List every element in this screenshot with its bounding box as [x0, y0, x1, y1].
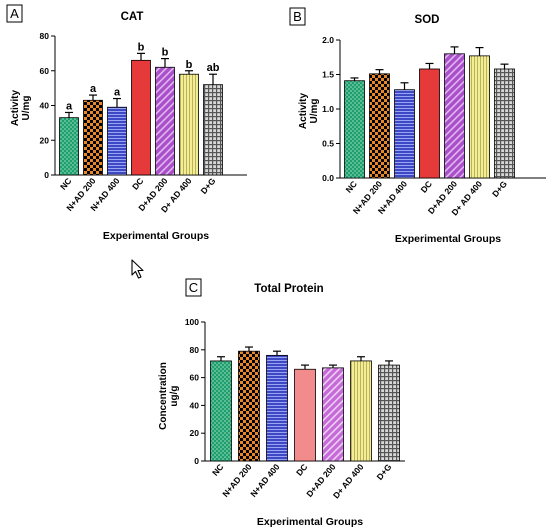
- x-tick-label: D+G: [490, 179, 509, 199]
- bar-dc: [420, 69, 440, 178]
- mouse-pointer-icon: [131, 259, 145, 279]
- y-axis-label-line1: Activity: [298, 93, 309, 130]
- bar-nc: [345, 81, 365, 178]
- y-tick-label: 20: [190, 428, 200, 438]
- x-tick-label: N+AD 400: [248, 462, 281, 499]
- y-axis-label-line1: Concentration: [158, 362, 169, 430]
- y-tick-label: 0: [44, 170, 49, 180]
- y-tick-label: 0: [194, 456, 199, 466]
- bar-d-ad-200: [445, 54, 465, 178]
- y-axis-label-line2: U/mg: [21, 96, 32, 121]
- bar-n-ad-200: [370, 74, 390, 178]
- bar-n-ad-200: [84, 100, 103, 175]
- bar-d-ad-200: [156, 67, 175, 175]
- bar-nc: [60, 118, 79, 175]
- significance-letter: a: [66, 100, 73, 112]
- y-tick-label: 40: [40, 101, 50, 111]
- y-tick-label: 40: [190, 400, 200, 410]
- bar-n-ad-400: [267, 355, 288, 461]
- y-tick-label: 60: [40, 66, 50, 76]
- y-axis-label: ActivityU/mg: [10, 90, 32, 127]
- bar-d-g: [379, 365, 400, 461]
- bar-n-ad-200: [239, 351, 260, 461]
- y-tick-label: 80: [40, 31, 50, 41]
- x-tick-label: NC: [343, 179, 359, 195]
- bar-d-ad-400: [180, 74, 199, 175]
- panel-label-a: A: [10, 6, 19, 21]
- y-axis-label-line2: U/mg: [309, 99, 320, 124]
- y-tick-label: 1.0: [322, 104, 334, 114]
- y-tick-label: 2.0: [322, 35, 334, 45]
- y-tick-label: 1.5: [322, 70, 334, 80]
- y-axis-label-line1: Activity: [10, 90, 21, 127]
- bar-n-ad-400: [108, 107, 127, 175]
- x-tick-label: D+G: [374, 462, 393, 482]
- y-tick-label: 100: [185, 317, 199, 327]
- bar-nc: [211, 361, 232, 461]
- x-tick-label: DC: [418, 179, 434, 195]
- bar-n-ad-400: [395, 90, 415, 178]
- panel-label-c: C: [189, 280, 198, 295]
- x-tick-label: D+G: [198, 176, 217, 196]
- y-axis-label: Concentrationug/g: [158, 362, 180, 430]
- significance-letter: ab: [207, 62, 220, 74]
- bar-dc: [295, 369, 316, 461]
- y-tick-label: 80: [190, 345, 200, 355]
- x-tick-label: NC: [58, 176, 74, 192]
- x-tick-label: DC: [294, 462, 310, 478]
- bar-dc: [132, 60, 151, 175]
- bar-d-ad-400: [470, 56, 490, 178]
- bar-d-ad-200: [323, 368, 344, 461]
- significance-letter: b: [162, 47, 169, 59]
- y-tick-label: 0.0: [322, 173, 334, 183]
- significance-letter: a: [90, 83, 97, 95]
- bar-d-g: [495, 69, 515, 178]
- chart-title-total-protein: Total Protein: [254, 283, 323, 295]
- bar-d-ad-400: [351, 361, 372, 461]
- x-axis-label: Experimental Groups: [257, 516, 363, 528]
- y-axis-label: ActivityU/mg: [298, 93, 320, 130]
- y-tick-label: 0.5: [322, 139, 334, 149]
- significance-letter: b: [138, 41, 145, 53]
- x-tick-label: DC: [130, 176, 146, 192]
- significance-letter: a: [114, 87, 121, 99]
- y-tick-label: 60: [190, 373, 200, 383]
- significance-letter: b: [186, 59, 193, 71]
- chart-title-sod: SOD: [415, 14, 440, 26]
- x-axis-label: Experimental Groups: [395, 233, 501, 245]
- y-axis-label-line2: ug/g: [169, 385, 180, 406]
- y-tick-label: 20: [40, 135, 50, 145]
- panel-label-b: B: [293, 9, 302, 24]
- bar-d-g: [204, 85, 223, 175]
- x-axis-label: Experimental Groups: [103, 230, 209, 242]
- x-tick-label: NC: [210, 462, 226, 478]
- chart-title-cat: CAT: [121, 11, 144, 23]
